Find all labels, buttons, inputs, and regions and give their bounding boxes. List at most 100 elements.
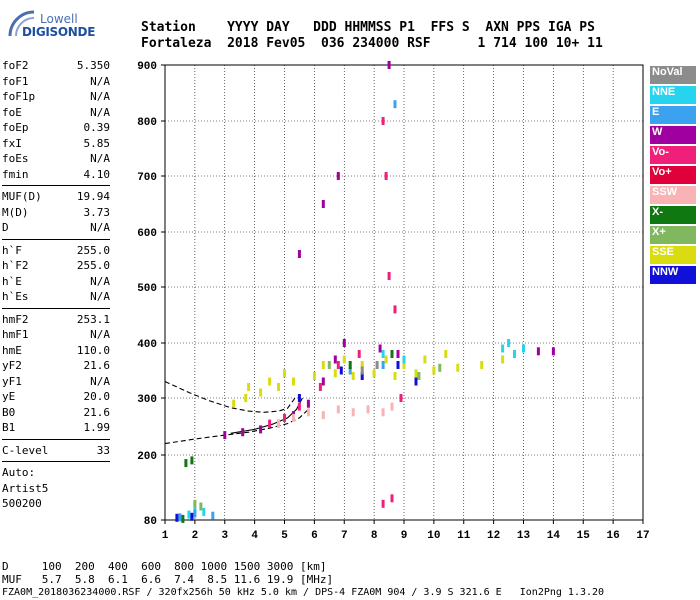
logo-arc-icon <box>8 10 35 37</box>
echo-point-nne <box>202 507 206 516</box>
echo-point-e <box>193 509 197 518</box>
echo-point-sse <box>444 350 448 358</box>
legend-item-x: X+ <box>650 226 696 244</box>
param-name: C-level <box>2 443 49 457</box>
echo-point-w <box>321 377 325 386</box>
param-row: foF1p N/A <box>2 89 110 105</box>
echo-point-ssw <box>306 408 310 417</box>
param-name: B0 <box>2 405 16 419</box>
y-tick-label: 200 <box>137 451 157 463</box>
echo-point-nnw <box>414 377 418 386</box>
scaled-parameters-panel: foF2 5.350 foF1 N/A foF1p N/A foE N/A foEp 0.39 fx… <box>2 58 110 512</box>
param-row: fmin 4.10 <box>2 167 110 183</box>
x-tick-label: 14 <box>547 530 561 542</box>
param-value: 19.94 <box>76 190 110 203</box>
echo-point-nne <box>513 350 516 358</box>
echo-point-nne <box>381 350 385 358</box>
param-divider <box>2 238 110 240</box>
echo-point-ssw <box>336 405 340 414</box>
echo-point-ssw <box>390 402 394 411</box>
echo-point-sse <box>351 372 355 380</box>
echo-point-sse <box>432 366 436 375</box>
header-row-labels: Station YYYY DAY DDD HHMMSS P1 FFS S AXN… <box>141 20 595 35</box>
x-tick-label: 7 <box>341 530 348 542</box>
param-row: foEp 0.39 <box>2 120 110 136</box>
y-tick-label: 800 <box>137 117 157 129</box>
y-tick-label: 700 <box>137 172 157 184</box>
echo-point-vo <box>268 419 272 428</box>
param-row: B1 1.99 <box>2 420 110 436</box>
echo-point-vo <box>381 117 385 125</box>
x-tick-label: 10 <box>427 530 440 542</box>
curve-profile-lower <box>164 409 309 445</box>
digisonde-logo: Lowell DIGISONDE <box>4 6 95 46</box>
logo-line2: DIGISONDE <box>22 25 96 39</box>
param-value: 3.73 <box>83 205 111 219</box>
echo-point-nnw <box>360 372 364 380</box>
echo-point-vo <box>336 361 340 369</box>
curve-profile-upper <box>164 381 296 413</box>
x-tick-label: 6 <box>311 530 318 542</box>
param-name: yE <box>2 390 16 403</box>
param-value: N/A <box>90 90 110 103</box>
legend-item-noval: NoVal <box>650 66 696 84</box>
param-name: B1 <box>2 421 16 434</box>
y-tick-label: 900 <box>137 61 157 73</box>
param-name: h`E <box>2 274 22 288</box>
echo-point-w <box>306 399 310 408</box>
legend-item-nnw: NNW <box>650 266 696 284</box>
param-value: 253.1 <box>76 312 110 326</box>
param-value: 255.0 <box>76 243 110 257</box>
echo-point-x <box>181 514 185 523</box>
param-name: h`Es <box>2 290 29 303</box>
param-name: h`F2 <box>2 259 29 272</box>
y-tick-label: 300 <box>137 394 157 406</box>
param-value: 5.350 <box>76 59 110 72</box>
param-name: hmE <box>2 343 22 357</box>
param-row: foE N/A <box>2 105 110 121</box>
param-value: 21.6 <box>83 405 111 419</box>
echo-point-x <box>190 456 194 465</box>
param-row: fxI 5.85 <box>2 136 110 152</box>
polarization-legend: NoVal NNE E W Vo- Vo+ SSW X- X+ SSE NNW <box>650 66 696 286</box>
x-tick-label: 8 <box>371 530 378 542</box>
echo-point-sse <box>283 369 286 378</box>
param-name: foF1p <box>2 90 36 103</box>
echo-point-nne <box>187 510 191 519</box>
autoscale-line1: Auto: <box>2 466 36 479</box>
legend-item-w: W <box>650 126 696 144</box>
echo-point-w <box>378 344 382 353</box>
plot-frame <box>164 64 644 521</box>
echo-point-sse <box>321 361 325 369</box>
param-value: 1.99 <box>83 421 111 434</box>
x-tick-label: 11 <box>457 530 471 542</box>
param-name: hmF2 <box>2 312 29 326</box>
legend-item-x: X- <box>650 206 696 224</box>
echo-point-vo <box>393 305 397 314</box>
param-value: N/A <box>90 374 110 388</box>
param-row: foF1 N/A <box>2 74 110 90</box>
echo-point-sse <box>501 355 505 364</box>
param-name: foF2 <box>2 59 29 72</box>
echo-point-ssw <box>321 411 325 420</box>
echo-point-e <box>381 361 385 369</box>
echo-point-sse <box>384 355 388 364</box>
echo-point-sse <box>277 383 280 391</box>
param-name: yF2 <box>2 359 22 372</box>
param-value: N/A <box>90 221 110 234</box>
echo-point-sse <box>244 394 248 402</box>
x-tick-label: 9 <box>401 530 408 542</box>
echo-point-ssw <box>351 408 355 417</box>
autoscale-line2: Artist5 <box>2 481 49 495</box>
echo-point-sse <box>456 363 460 372</box>
echo-point-sse <box>232 399 236 408</box>
echo-point-w <box>387 61 391 69</box>
param-name: foE <box>2 105 22 119</box>
echo-point-w <box>536 347 540 356</box>
x-tick-label: 15 <box>577 530 591 542</box>
echo-point-sse <box>292 377 295 386</box>
echo-point-x <box>199 502 203 511</box>
echo-point-vo <box>387 272 391 280</box>
echo-point-vo <box>384 172 388 180</box>
param-name: fmin <box>2 167 29 181</box>
